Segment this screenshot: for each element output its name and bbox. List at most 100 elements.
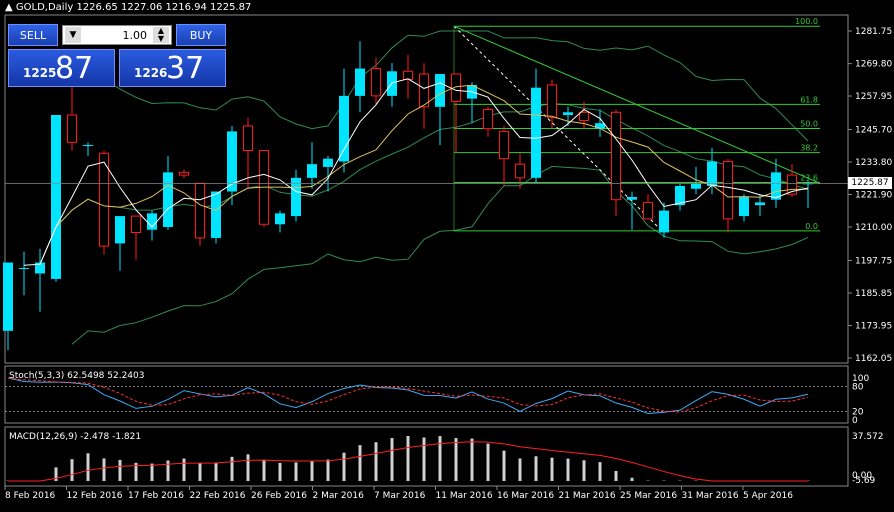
candle-body-bear [196, 183, 205, 238]
stoch-label: Stoch(5,3,3) 62.5498 52.2403 [9, 371, 144, 381]
price-tick-label: 1197.75 [855, 256, 892, 266]
fib-level-label: 0.0 [805, 222, 818, 231]
macd-histogram-bar [599, 462, 602, 481]
lot-dropdown-icon[interactable]: ▼ [65, 27, 81, 43]
one-click-trading-panel: SELL ▼ ▲▼ BUY 1225 87 1226 37 [8, 24, 226, 87]
candle-body-bull [531, 88, 541, 178]
macd-histogram-bar [631, 478, 634, 481]
macd-histogram-bar [279, 463, 282, 481]
price-tick-label: 1173.95 [855, 321, 892, 331]
buy-button[interactable]: BUY [176, 24, 226, 46]
macd-histogram-bar [423, 438, 426, 481]
macd-histogram-bar [471, 439, 474, 481]
price-tick-label: 1281.75 [855, 27, 892, 37]
candle-body-bear [516, 164, 525, 178]
candle-body-bull [339, 96, 349, 162]
candle-body-bull [355, 69, 365, 96]
macd-histogram-bar [119, 460, 122, 481]
candle-body-bull [307, 164, 317, 178]
candle-body-bull [275, 213, 285, 224]
price-tick-label: 1245.70 [855, 125, 892, 135]
macd-histogram-bar [615, 471, 618, 481]
macd-level-label: -5.69 [852, 476, 876, 486]
sell-button[interactable]: SELL [8, 24, 58, 46]
candlesticks [3, 41, 813, 350]
candle-body-bull [739, 197, 749, 216]
macd-histogram-bar [455, 438, 458, 481]
candle-body-bull [707, 161, 717, 186]
date-tick-label: 16 Mar 2016 [497, 491, 554, 501]
date-tick-label: 26 Feb 2016 [251, 491, 307, 501]
price-tick-label: 1221.90 [855, 191, 892, 201]
current-price-label: 1225.87 [848, 177, 892, 189]
fib-level-label: 61.8 [800, 95, 818, 104]
date-tick-label: 25 Mar 2016 [620, 491, 677, 501]
price-tick-label: 1162.05 [855, 354, 892, 364]
candle-body-bear [244, 126, 253, 151]
candle-body-bull [19, 268, 29, 269]
candle-body-bear [420, 74, 429, 107]
moving-averages [24, 79, 808, 265]
macd-histogram-bar [535, 456, 538, 481]
ma-fast-line [24, 79, 808, 265]
macd-histogram-bar [311, 461, 314, 481]
buy-quote[interactable]: 1226 37 [119, 49, 226, 87]
macd-histogram-bar [199, 463, 202, 481]
macd-histogram-bar [567, 459, 570, 481]
fib-level-label: 38.2 [800, 144, 818, 153]
lot-size-control: ▼ ▲▼ [62, 25, 172, 45]
lot-size-input[interactable] [85, 27, 147, 43]
date-tick-label: 8 Feb 2016 [5, 491, 56, 501]
price-tick-label: 1269.80 [855, 60, 892, 70]
stoch-d-line [8, 378, 808, 412]
sell-quote-pips: 87 [55, 52, 93, 86]
date-tick-label: 11 Mar 2016 [436, 491, 493, 501]
macd-histogram-bar [375, 442, 378, 481]
candle-body-bear [404, 71, 413, 79]
candle-body-bear [180, 172, 189, 175]
candle-body-bull [3, 263, 13, 331]
candle-body-bull [323, 159, 333, 167]
macd-histogram-bar [327, 460, 330, 481]
candle-body-bear [724, 161, 733, 218]
chart-title-text: GOLD,Daily 1226.65 1227.06 1216.94 1225.… [16, 2, 252, 13]
macd-histogram-bar [503, 451, 506, 481]
macd-histogram-bar [439, 436, 442, 481]
chart-title: ▲ GOLD,Daily 1226.65 1227.06 1216.94 122… [5, 2, 251, 13]
macd-histogram-bar [71, 459, 74, 481]
macd-histogram-bar [407, 436, 410, 481]
macd-histogram-bar [519, 458, 522, 481]
date-tick-label: 2 Mar 2016 [313, 491, 365, 501]
stoch-level-label: 0 [852, 416, 858, 426]
macd-histogram-bar [551, 458, 554, 481]
collapse-arrow-icon[interactable]: ▲ [5, 2, 13, 13]
macd-histogram-bar [487, 444, 490, 481]
macd-label: MACD(12,26,9) -2.478 -1.821 [9, 432, 141, 442]
sell-quote-prefix: 1225 [23, 66, 56, 80]
macd-histogram-bar [391, 438, 394, 481]
candle-body-bull [563, 112, 573, 115]
macd-histogram-bar [247, 454, 250, 481]
stoch-k-line [8, 378, 808, 414]
date-tick-label: 31 Mar 2016 [682, 491, 739, 501]
candle-body-bull [627, 197, 637, 200]
candle-body-bear [372, 69, 381, 96]
macd-histogram-bar [183, 459, 186, 481]
lot-spinner-icon[interactable]: ▲▼ [153, 27, 169, 43]
macd-histogram-bar [263, 460, 266, 481]
candle-body-bull [691, 183, 701, 188]
candle-body-bear [500, 131, 509, 158]
date-tick-label: 22 Feb 2016 [190, 491, 246, 501]
date-tick-label: 21 Mar 2016 [559, 491, 616, 501]
lower-band [72, 166, 808, 344]
candle-body-bull [755, 202, 765, 205]
candle-body-bear [612, 112, 621, 199]
macd-histogram-bar [359, 445, 362, 481]
candle-body-bear [548, 85, 557, 118]
sell-quote[interactable]: 1225 87 [8, 49, 115, 87]
candle-body-bull [435, 74, 445, 107]
date-tick-label: 17 Feb 2016 [128, 491, 184, 501]
candle-body-bull [659, 211, 669, 233]
